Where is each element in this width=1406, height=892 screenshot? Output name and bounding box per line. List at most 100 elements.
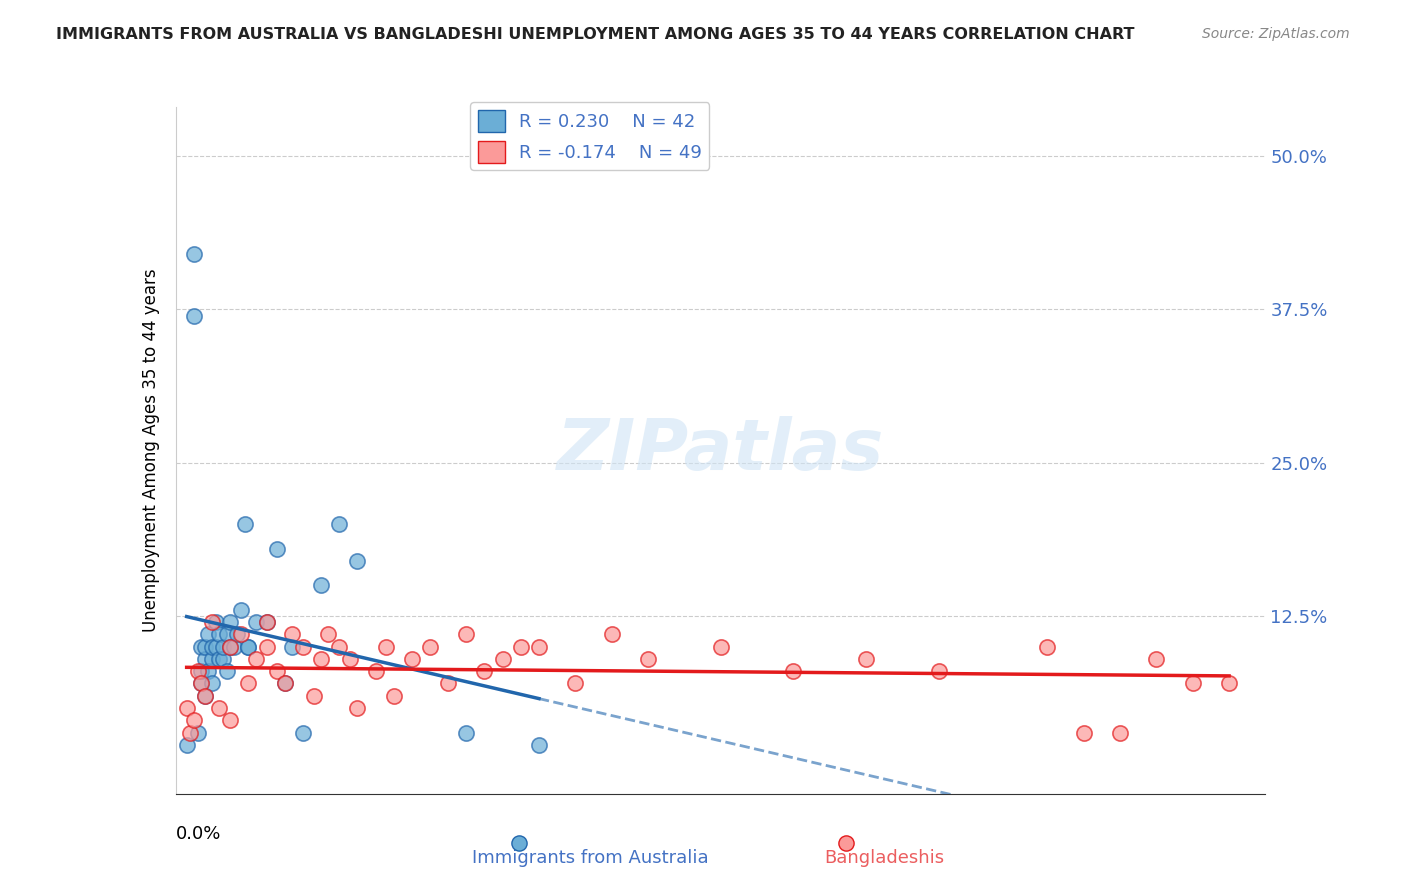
Point xyxy=(291,640,314,654)
Point xyxy=(309,578,332,592)
Point xyxy=(238,676,260,690)
Point xyxy=(1073,725,1095,739)
Point xyxy=(238,640,260,654)
Point xyxy=(456,725,478,739)
Point xyxy=(231,603,253,617)
Point xyxy=(194,689,217,703)
Point xyxy=(437,676,460,690)
Point xyxy=(456,627,478,641)
Point xyxy=(194,652,217,666)
Point xyxy=(710,640,733,654)
Point xyxy=(401,652,423,666)
Point xyxy=(928,664,950,679)
Point xyxy=(222,640,245,654)
Point xyxy=(256,615,278,630)
Point xyxy=(190,676,212,690)
Point xyxy=(190,676,212,690)
Point xyxy=(219,714,242,728)
Point xyxy=(375,640,398,654)
Point xyxy=(190,664,212,679)
Point xyxy=(208,652,231,666)
Point xyxy=(318,627,340,641)
Point xyxy=(201,676,224,690)
Y-axis label: Unemployment Among Ages 35 to 44 years: Unemployment Among Ages 35 to 44 years xyxy=(142,268,160,632)
Point xyxy=(215,664,238,679)
Point xyxy=(201,652,224,666)
Text: Source: ZipAtlas.com: Source: ZipAtlas.com xyxy=(1202,27,1350,41)
Point xyxy=(190,640,212,654)
Point xyxy=(419,640,441,654)
Point xyxy=(637,652,659,666)
Point xyxy=(281,627,304,641)
Point xyxy=(1309,851,1331,865)
Point xyxy=(176,738,198,752)
Point xyxy=(1036,640,1059,654)
Point xyxy=(266,664,288,679)
Point xyxy=(176,701,198,715)
Point xyxy=(183,247,205,261)
Point xyxy=(208,701,231,715)
Point xyxy=(346,554,368,568)
Point xyxy=(509,640,531,654)
Point xyxy=(302,689,325,703)
Text: ZIPatlas: ZIPatlas xyxy=(557,416,884,485)
Point xyxy=(339,652,361,666)
Point xyxy=(201,640,224,654)
Point xyxy=(179,725,201,739)
Point xyxy=(219,640,242,654)
Point xyxy=(328,640,350,654)
Point xyxy=(233,517,256,532)
Point xyxy=(183,309,205,323)
Point xyxy=(328,517,350,532)
Point xyxy=(309,652,332,666)
Point xyxy=(256,615,278,630)
Text: Immigrants from Australia: Immigrants from Australia xyxy=(471,849,709,867)
Point xyxy=(527,738,550,752)
Text: IMMIGRANTS FROM AUSTRALIA VS BANGLADESHI UNEMPLOYMENT AMONG AGES 35 TO 44 YEARS : IMMIGRANTS FROM AUSTRALIA VS BANGLADESHI… xyxy=(56,27,1135,42)
Point xyxy=(474,664,496,679)
Point xyxy=(1109,725,1132,739)
Point xyxy=(382,689,405,703)
Point xyxy=(564,676,586,690)
Point xyxy=(212,652,235,666)
Point xyxy=(1146,652,1168,666)
Point xyxy=(266,541,288,556)
Point xyxy=(194,640,217,654)
Point xyxy=(194,689,217,703)
Point xyxy=(204,640,226,654)
Point xyxy=(186,725,209,739)
Point xyxy=(291,725,314,739)
Point xyxy=(219,640,242,654)
Point xyxy=(186,664,209,679)
Point xyxy=(183,714,205,728)
Point xyxy=(1218,676,1240,690)
Point xyxy=(346,701,368,715)
Text: Bangladeshis: Bangladeshis xyxy=(824,849,943,867)
Point xyxy=(245,652,267,666)
Point xyxy=(256,640,278,654)
Point xyxy=(492,652,515,666)
Point xyxy=(201,615,224,630)
Point xyxy=(212,640,235,654)
Point xyxy=(600,627,623,641)
Point xyxy=(219,615,242,630)
Point xyxy=(231,627,253,641)
Point xyxy=(197,664,219,679)
Point xyxy=(782,664,804,679)
Point xyxy=(274,676,297,690)
Point xyxy=(281,640,304,654)
Text: 0.0%: 0.0% xyxy=(176,825,221,843)
Point xyxy=(204,615,226,630)
Point xyxy=(197,627,219,641)
Point xyxy=(1181,676,1204,690)
Point xyxy=(364,664,387,679)
Point xyxy=(274,676,297,690)
Point xyxy=(208,627,231,641)
Point xyxy=(238,640,260,654)
Point xyxy=(855,652,877,666)
Legend: R = 0.230    N = 42, R = -0.174    N = 49: R = 0.230 N = 42, R = -0.174 N = 49 xyxy=(471,103,709,169)
Point xyxy=(527,640,550,654)
Point xyxy=(215,627,238,641)
Point xyxy=(226,627,249,641)
Point xyxy=(245,615,267,630)
